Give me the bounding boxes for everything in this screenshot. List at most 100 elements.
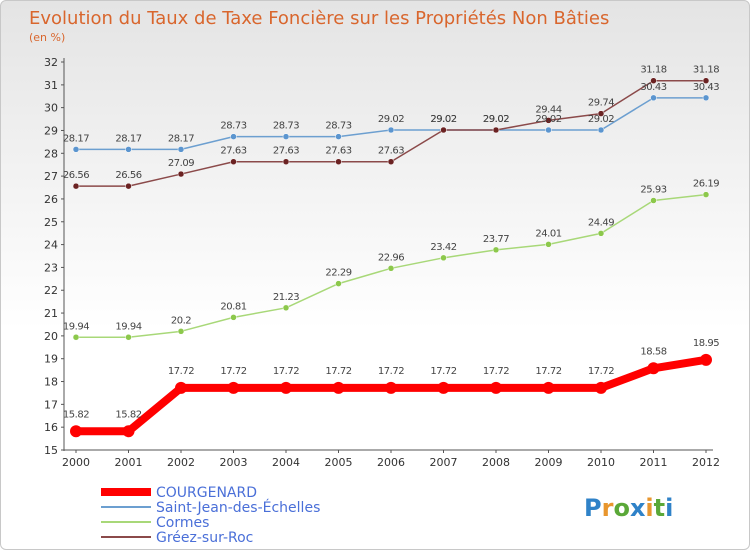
data-label: 17.72	[588, 366, 614, 377]
y-tick-label: 21	[44, 307, 58, 320]
data-label: 27.09	[168, 158, 194, 169]
legend-label: Saint-Jean-des-Échelles	[156, 499, 320, 516]
data-point	[650, 94, 657, 102]
y-tick-label: 24	[44, 239, 58, 252]
data-label: 29.44	[535, 104, 561, 115]
data-point	[125, 334, 132, 341]
x-tick-label: 2002	[167, 456, 195, 469]
data-point	[702, 77, 710, 84]
data-label: 15.82	[63, 409, 89, 420]
data-label: 27.63	[273, 146, 299, 157]
data-label: 26.56	[63, 170, 89, 181]
data-point	[650, 197, 657, 204]
data-label: 17.72	[430, 366, 456, 377]
logo-letter: x	[630, 494, 646, 522]
data-point	[650, 77, 657, 84]
data-point	[280, 381, 292, 394]
data-label: 22.29	[325, 268, 351, 279]
data-label: 27.63	[220, 146, 246, 157]
legend: COURGENARDSaint-Jean-des-ÉchellesCormesG…	[101, 485, 320, 546]
data-label: 17.72	[168, 366, 194, 377]
data-label: 27.63	[378, 146, 404, 157]
x-tick-label: 2006	[377, 456, 405, 469]
data-label: 28.17	[115, 133, 141, 144]
y-tick-label: 17	[44, 398, 58, 411]
data-label: 26.19	[693, 179, 719, 190]
data-label: 28.17	[63, 133, 89, 144]
legend-label: COURGENARD	[156, 485, 257, 501]
y-tick-label: 18	[44, 376, 58, 389]
data-label: 28.73	[325, 121, 351, 132]
data-label: 29.02	[535, 114, 561, 125]
y-tick-label: 28	[44, 147, 58, 160]
x-tick-label: 2012	[692, 456, 720, 469]
data-labels: 28.17 28.17 28.17 28.73 28.73 28.73 29.02 29.02…	[63, 65, 720, 421]
data-label: 28.73	[273, 121, 299, 132]
data-point	[492, 246, 500, 254]
data-label: 19.94	[63, 321, 89, 332]
data-label: 22.96	[378, 252, 404, 263]
series-group	[70, 77, 712, 438]
data-label: 26.56	[115, 170, 141, 181]
data-point	[175, 381, 187, 394]
y-axis-unit-label: (en %)	[29, 31, 65, 44]
data-point	[72, 146, 80, 153]
data-point	[545, 126, 552, 134]
data-label: 21.23	[273, 292, 299, 303]
x-tick-label: 2007	[430, 456, 458, 469]
data-label: 17.72	[535, 366, 561, 377]
data-point	[72, 182, 80, 190]
x-tick-label: 2005	[325, 456, 353, 469]
data-label: 30.43	[640, 82, 666, 93]
data-label: 17.72	[273, 366, 299, 377]
logo-letter: i	[665, 494, 673, 522]
data-label: 20.81	[220, 301, 246, 312]
x-tick-label: 2000	[62, 456, 90, 469]
x-tick-label: 2004	[272, 456, 300, 469]
data-point	[597, 126, 605, 134]
logo-letter: o	[613, 494, 630, 522]
proxiti-logo: Proxiti	[584, 494, 673, 522]
data-point	[177, 146, 185, 153]
data-point	[440, 126, 447, 134]
data-point	[177, 328, 185, 335]
logo-letter: P	[584, 494, 602, 522]
data-point	[387, 265, 395, 272]
y-tick-label: 16	[44, 421, 58, 434]
data-point	[545, 117, 552, 124]
data-point	[597, 110, 605, 117]
data-label: 25.93	[640, 185, 666, 196]
data-point	[70, 425, 82, 438]
data-label: 17.72	[220, 366, 246, 377]
x-tick-label: 2003	[220, 456, 248, 469]
data-point	[282, 158, 290, 165]
data-point	[387, 126, 395, 134]
y-tick-label: 23	[44, 261, 58, 274]
data-label: 18.95	[693, 338, 719, 349]
data-label: 29.02	[378, 114, 404, 125]
data-label: 17.72	[325, 366, 351, 377]
data-label: 24.01	[535, 228, 561, 239]
y-tick-label: 30	[44, 102, 58, 115]
data-label: 23.42	[430, 242, 456, 253]
data-point	[177, 170, 185, 178]
data-point	[230, 133, 237, 140]
data-label: 23.77	[483, 234, 509, 245]
data-label: 28.17	[168, 133, 194, 144]
legend-label: Cormes	[156, 515, 209, 531]
y-tick-label: 32	[44, 56, 58, 69]
y-tick-label: 29	[44, 124, 58, 137]
y-tick-label: 26	[44, 193, 58, 206]
y-tick-label: 20	[44, 330, 58, 343]
data-label: 31.18	[640, 65, 666, 76]
data-label: 29.74	[588, 98, 614, 109]
data-label: 29.02	[483, 114, 509, 125]
y-tick-label: 15	[44, 444, 58, 457]
data-label: 29.02	[430, 114, 456, 125]
data-point	[385, 381, 397, 394]
data-label: 15.82	[115, 409, 141, 420]
data-point	[437, 381, 450, 394]
axes: 15 16 17 18 19 20 21 22 23 24 25 26 27 28 29 30 31 32 2000…	[44, 56, 720, 469]
data-label: 29.02	[430, 114, 456, 125]
y-tick-label: 31	[44, 79, 58, 92]
